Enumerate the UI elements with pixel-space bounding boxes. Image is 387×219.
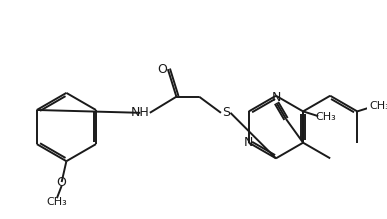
Text: N: N: [244, 136, 253, 149]
Text: O: O: [57, 176, 67, 189]
Text: N: N: [272, 91, 281, 104]
Text: CH₃: CH₃: [370, 101, 387, 111]
Text: CH₃: CH₃: [315, 112, 336, 122]
Text: CH₃: CH₃: [46, 197, 67, 207]
Text: NH: NH: [131, 106, 150, 119]
Text: O: O: [157, 63, 167, 76]
Text: S: S: [222, 106, 230, 119]
